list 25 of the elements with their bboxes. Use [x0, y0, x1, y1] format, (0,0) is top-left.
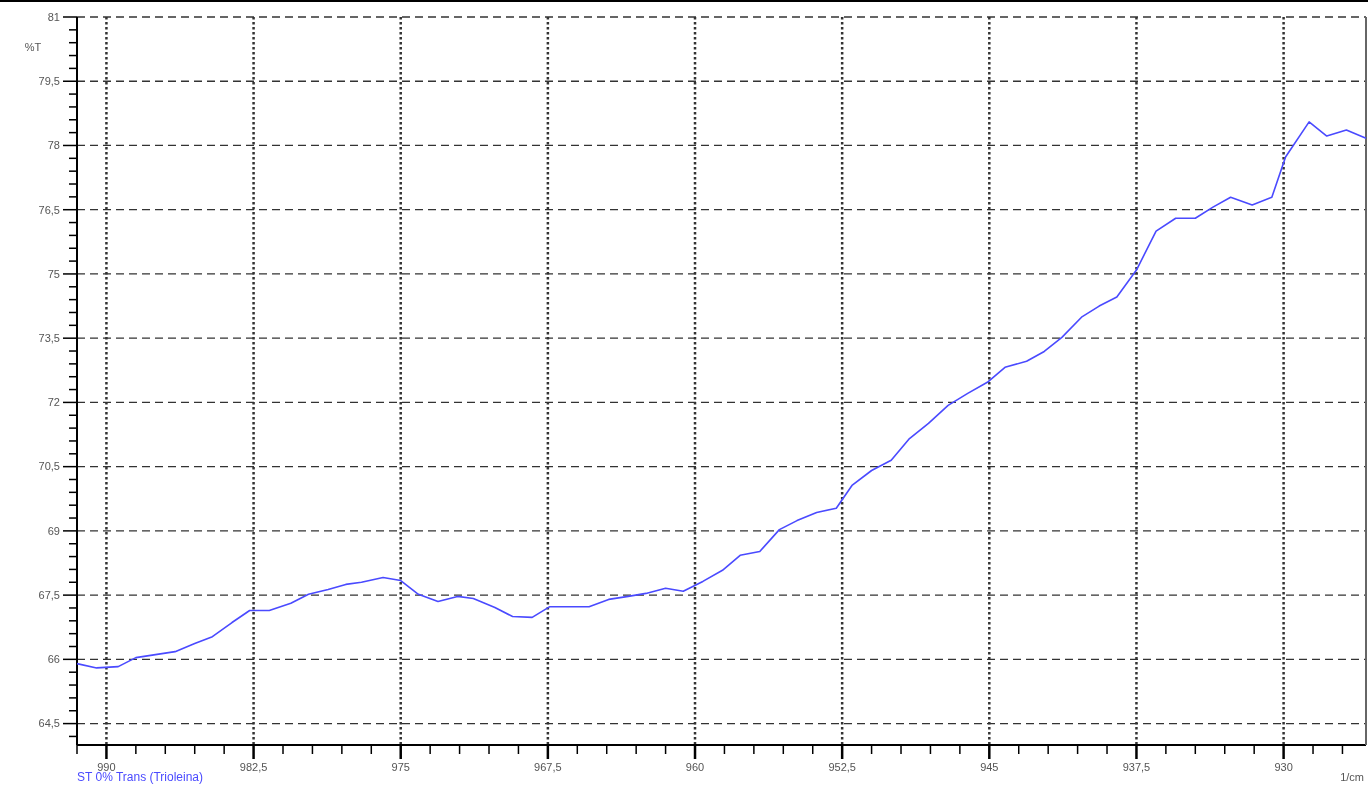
x-tick-label: 990	[97, 761, 116, 773]
y-tick-label: 76,5	[38, 203, 60, 216]
y-tick-label: 73,5	[38, 332, 60, 345]
x-tick-label: 945	[980, 761, 999, 773]
y-tick-label: 67,5	[38, 588, 60, 601]
x-tick-label: 975	[391, 761, 410, 773]
y-tick-label: 66	[47, 653, 60, 666]
text: ST 0% Trans (Trioleina)	[77, 770, 204, 784]
x-tick-label: 937,5	[1122, 761, 1151, 773]
y-tick-label: 70,5	[38, 460, 60, 473]
y-tick-label: 75	[47, 267, 60, 280]
x-tick-label: 960	[685, 761, 705, 773]
y-tick-label: 81	[47, 10, 60, 23]
x-axis-title: 1/cm	[1340, 771, 1364, 783]
y-tick-label: 64,5	[38, 717, 60, 730]
x-tick-label: 967,5	[534, 761, 562, 773]
y-tick-label: 69	[47, 524, 60, 537]
y-tick-label: 79,5	[38, 75, 60, 88]
y-tick-label: 72	[47, 396, 60, 409]
y-tick-label: 78	[47, 139, 60, 152]
y-axis-title: %T	[24, 41, 42, 53]
x-tick-label: 952,5	[828, 761, 856, 773]
line-series	[76, 121, 1367, 669]
x-tick-label: 930	[1274, 761, 1293, 773]
x-tick-label: 982,5	[239, 761, 268, 773]
